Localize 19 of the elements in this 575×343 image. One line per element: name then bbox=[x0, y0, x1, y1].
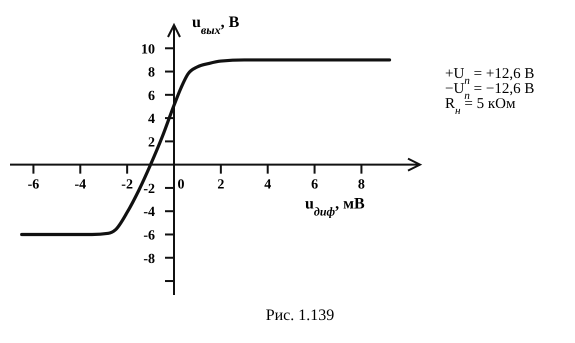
y-tick-label: 10 bbox=[141, 42, 155, 58]
y-tick-label: 4 bbox=[148, 112, 155, 128]
text: Рис. 1.139 bbox=[266, 307, 334, 324]
x-tick-label: -6 bbox=[28, 178, 40, 193]
x-tick-label: -4 bbox=[74, 178, 86, 193]
y-axis-title: u$_{вых}$, В bbox=[192, 14, 240, 37]
y-tick-label: 8 bbox=[148, 66, 155, 81]
y-tick-label: -8 bbox=[143, 252, 155, 267]
y-tick-label: -4 bbox=[143, 205, 155, 220]
x-tick-label: 0 bbox=[178, 178, 184, 193]
x-tick-label: -2 bbox=[121, 178, 133, 193]
x-tick-label: 4 bbox=[264, 178, 272, 193]
x-tick-label: 8 bbox=[358, 178, 365, 193]
x-tick-label: 2 bbox=[217, 178, 224, 193]
x-axis-title: u$_{диф}$, мВ bbox=[305, 196, 366, 219]
y-tick-label: 6 bbox=[148, 88, 155, 104]
y-tick-label: 2 bbox=[148, 135, 155, 150]
y-tick-label: -6 bbox=[143, 228, 155, 244]
x-tick-label: 6 bbox=[311, 178, 318, 193]
